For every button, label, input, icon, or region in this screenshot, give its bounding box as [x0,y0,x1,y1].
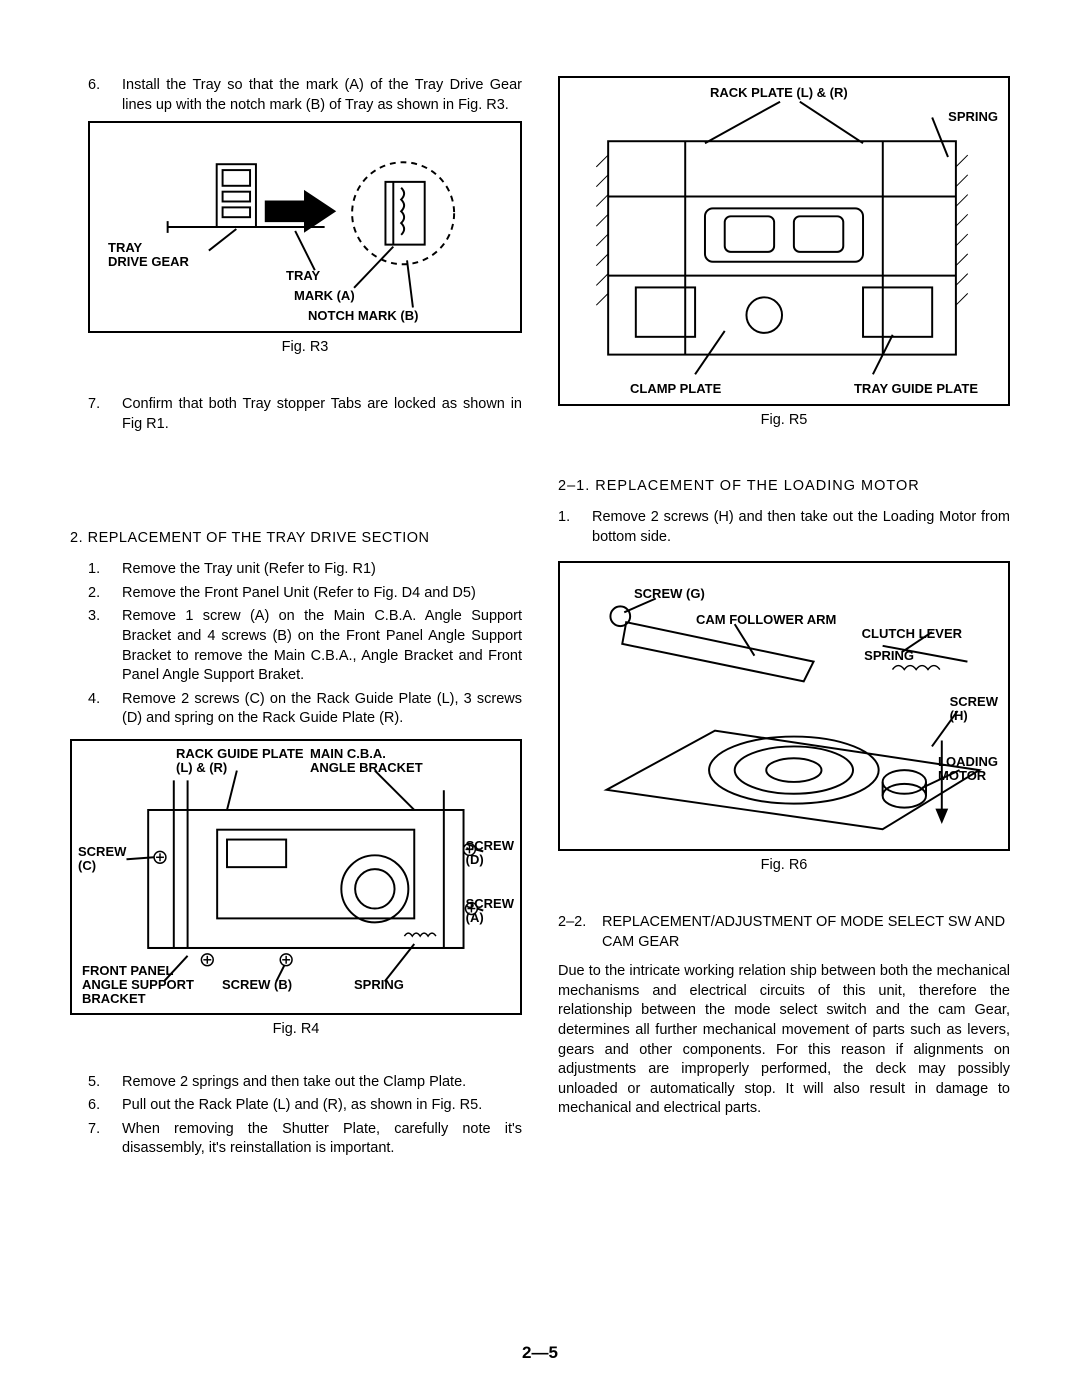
step-number: 5. [88,1073,122,1093]
label-notch-mark-b: NOTCH MARK (B) [308,309,418,323]
step-number: 7. [88,395,122,434]
step-text: Remove 2 screws (C) on the Rack Guide Pl… [122,690,522,729]
label-screw-d: SCREW (D) [466,839,514,868]
step-6: 6. Install the Tray so that the mark (A)… [88,76,522,115]
label-clamp-plate: CLAMP PLATE [630,382,721,396]
section-2-2-num: 2–2. [558,913,602,952]
step-text: Install the Tray so that the mark (A) of… [122,76,522,115]
figure-r6-box: SCREW (G) CAM FOLLOWER ARM CLUTCH LEVER … [558,561,1010,851]
s2-step-5: 5. Remove 2 springs and then take out th… [88,1073,522,1093]
step-text: Remove 1 screw (A) on the Main C.B.A. An… [122,607,522,685]
s2-step-7: 7. When removing the Shutter Plate, care… [88,1120,522,1159]
figure-r3-caption: Fig. R3 [88,339,522,355]
section-2-title: 2. REPLACEMENT OF THE TRAY DRIVE SECTION [70,530,522,546]
label-spring-r4: SPRING [354,978,404,992]
step-number: 6. [88,1096,122,1116]
label-tray-guide-plate: TRAY GUIDE PLATE [854,382,978,396]
step-number: 1. [558,508,592,547]
step-text: Confirm that both Tray stopper Tabs are … [122,395,522,434]
service-manual-page: 6. Install the Tray so that the mark (A)… [0,0,1080,1397]
s2-step-1: 1. Remove the Tray unit (Refer to Fig. R… [88,560,522,580]
step-number: 4. [88,690,122,729]
label-main-angle: MAIN C.B.A. ANGLE BRACKET [310,747,423,776]
left-column: 6. Install the Tray so that the mark (A)… [70,76,522,1163]
label-screw-a: SCREW (A) [466,897,514,926]
figure-r4-caption: Fig. R4 [70,1021,522,1037]
s21-step-1: 1. Remove 2 screws (H) and then take out… [558,508,1010,547]
label-screw-h: SCREW (H) [950,695,998,724]
figure-r6-svg [560,563,1008,849]
step-number: 2. [88,584,122,604]
label-spring-r5: SPRING [948,110,998,124]
step-text: Remove 2 springs and then take out the C… [122,1073,522,1093]
label-tray: TRAY [286,269,320,283]
s2-step-6: 6. Pull out the Rack Plate (L) and (R), … [88,1096,522,1116]
step-text: Remove the Front Panel Unit (Refer to Fi… [122,584,522,604]
figure-r4-box: RACK GUIDE PLATE (L) & (R) MAIN C.B.A. A… [70,739,522,1015]
label-rack-guide-plate: RACK GUIDE PLATE (L) & (R) [176,747,304,776]
label-clutch-lever: CLUTCH LEVER [862,627,962,641]
two-column-layout: 6. Install the Tray so that the mark (A)… [70,76,1010,1163]
label-rack-plate: RACK PLATE (L) & (R) [710,86,848,100]
figure-r3: TRAY DRIVE GEAR TRAY MARK (A) NOTCH MARK… [88,121,522,355]
s2-step-4: 4. Remove 2 screws (C) on the Rack Guide… [88,690,522,729]
figure-r5-box: RACK PLATE (L) & (R) SPRING CLAMP PLATE … [558,76,1010,406]
label-screw-b: SCREW (B) [222,978,292,992]
figure-r5: RACK PLATE (L) & (R) SPRING CLAMP PLATE … [558,76,1010,428]
section-2-2-title-row: 2–2. REPLACEMENT/ADJUSTMENT OF MODE SELE… [558,913,1010,952]
section-2-1-title: 2–1. REPLACEMENT OF THE LOADING MOTOR [558,478,1010,494]
step-text: When removing the Shutter Plate, careful… [122,1120,522,1159]
figure-r5-caption: Fig. R5 [558,412,1010,428]
s2-step-3: 3. Remove 1 screw (A) on the Main C.B.A.… [88,607,522,685]
step-7: 7. Confirm that both Tray stopper Tabs a… [88,395,522,434]
label-mark-a: MARK (A) [294,289,355,303]
figure-r6: SCREW (G) CAM FOLLOWER ARM CLUTCH LEVER … [558,561,1010,873]
label-tray-drive-gear: TRAY DRIVE GEAR [108,241,189,270]
figure-r3-box: TRAY DRIVE GEAR TRAY MARK (A) NOTCH MARK… [88,121,522,333]
step-number: 6. [88,76,122,115]
step-number: 7. [88,1120,122,1159]
figure-r6-caption: Fig. R6 [558,857,1010,873]
step-text: Remove 2 screws (H) and then take out th… [592,508,1010,547]
label-front-panel: FRONT PANEL ANGLE SUPPORT BRACKET [82,964,194,1007]
step-text: Pull out the Rack Plate (L) and (R), as … [122,1096,522,1116]
section-2-2-title: REPLACEMENT/ADJUSTMENT OF MODE SELECT SW… [602,913,1010,952]
label-screw-g: SCREW (G) [634,587,705,601]
right-column: RACK PLATE (L) & (R) SPRING CLAMP PLATE … [558,76,1010,1163]
figure-r5-svg [560,78,1008,404]
label-loading-motor: LOADING MOTOR [938,755,998,784]
step-text: Remove the Tray unit (Refer to Fig. R1) [122,560,522,580]
page-number: 2—5 [0,1343,1080,1363]
label-spring-r6: SPRING [864,649,914,663]
label-screw-c: SCREW (C) [78,845,126,874]
step-number: 3. [88,607,122,685]
figure-r4: RACK GUIDE PLATE (L) & (R) MAIN C.B.A. A… [70,739,522,1037]
step-number: 1. [88,560,122,580]
label-cam-follower: CAM FOLLOWER ARM [696,613,836,627]
section-2-2-paragraph: Due to the intricate working relation sh… [558,962,1010,1119]
s2-step-2: 2. Remove the Front Panel Unit (Refer to… [88,584,522,604]
